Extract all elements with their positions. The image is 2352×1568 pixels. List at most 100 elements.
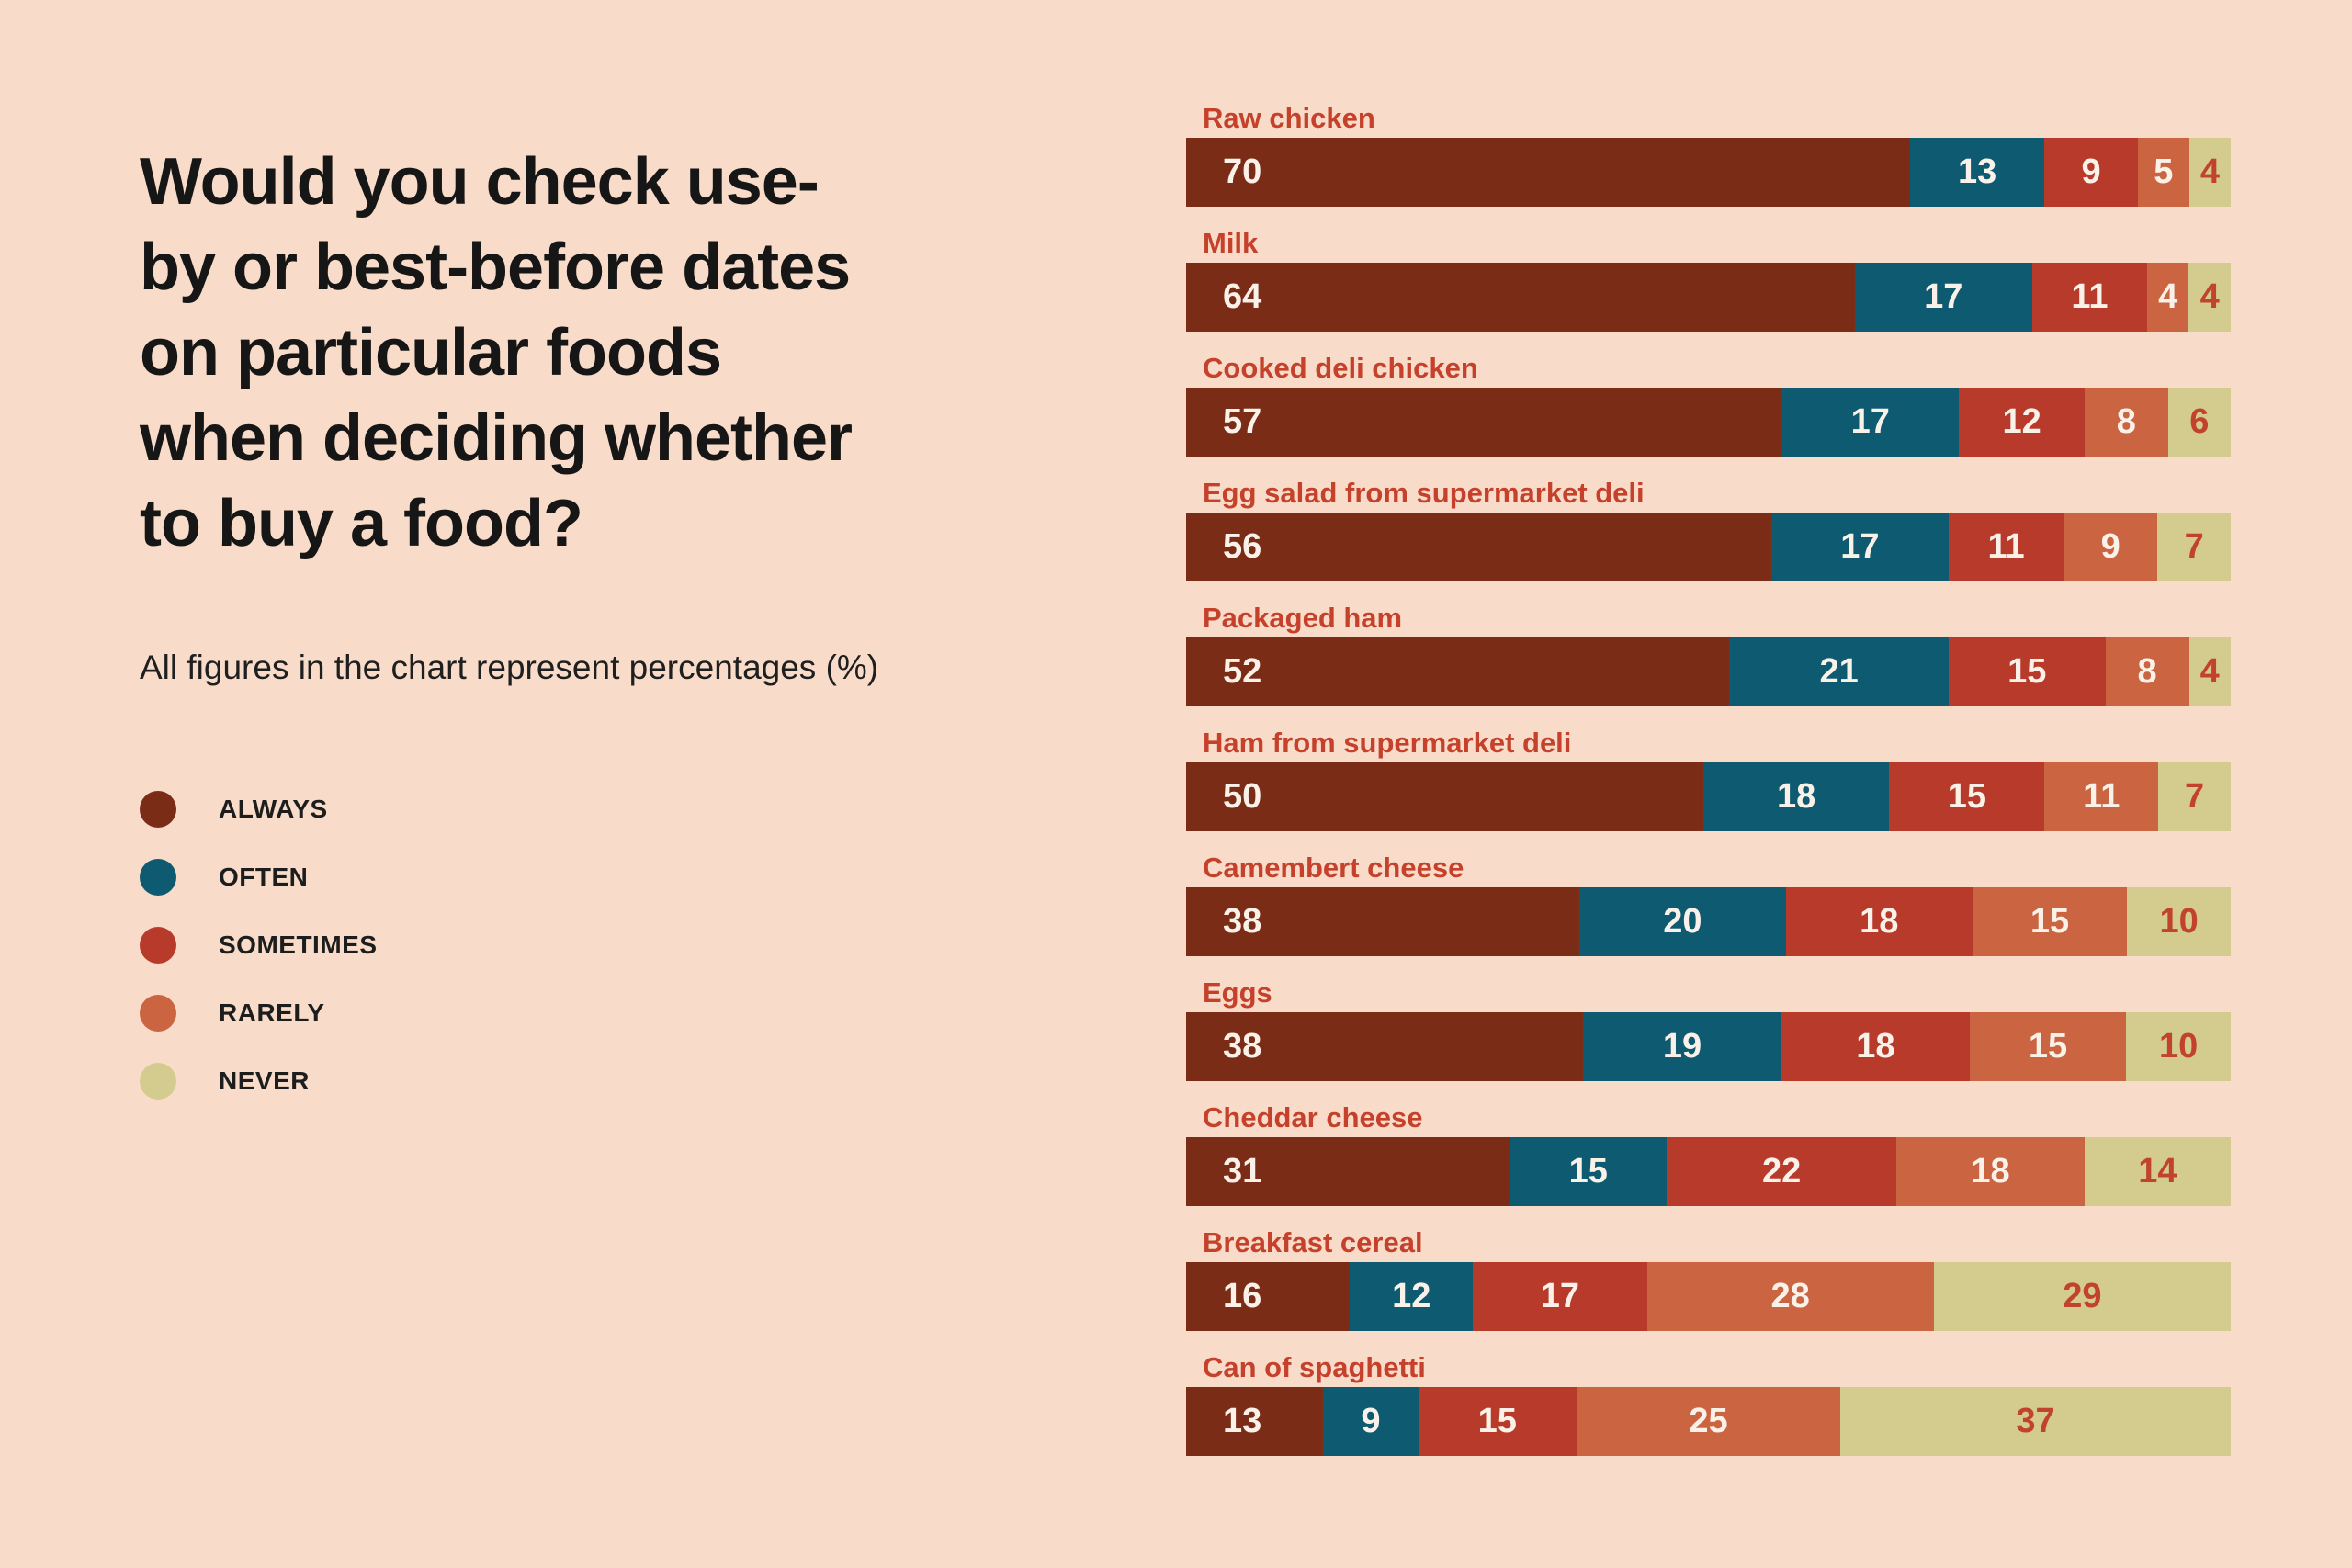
bar-segment-sometimes: 22 [1667, 1137, 1897, 1206]
chart-row: Breakfast cereal 16 12 17 28 29 [1186, 1227, 2231, 1331]
bar-segment-never: 29 [1933, 1262, 2231, 1331]
stacked-bar: 38 20 18 15 10 [1186, 887, 2231, 956]
bar-segment-always: 38 [1186, 887, 1579, 956]
chart-row: Egg salad from supermarket deli 56 17 11 9 7 [1186, 478, 2231, 581]
bar-segment-sometimes: 9 [2044, 138, 2138, 207]
bar-segment-sometimes: 17 [1473, 1262, 1647, 1331]
stacked-bar: 56 17 11 9 7 [1186, 513, 2231, 581]
bar-segment-often: 15 [1510, 1137, 1668, 1206]
bar-segment-often: 17 [1854, 263, 2032, 332]
legend-item-often: OFTEN [140, 859, 1169, 896]
chart-subtitle: All figures in the chart represent perce… [140, 649, 879, 686]
bar-segment-never: 10 [2127, 887, 2231, 956]
stacked-bar: 50 18 15 11 7 [1186, 762, 2231, 831]
always-swatch-icon [140, 791, 176, 828]
bar-segment-sometimes: 18 [1781, 1012, 1970, 1081]
rarely-swatch-icon [140, 995, 176, 1032]
bar-segment-often: 17 [1781, 388, 1960, 457]
bar-segment-never: 10 [2126, 1012, 2231, 1081]
bar-segment-often: 20 [1578, 887, 1786, 956]
bar-category-label: Packaged ham [1203, 602, 1403, 634]
sometimes-swatch-icon [140, 927, 176, 964]
bar-segment-never: 7 [2157, 513, 2231, 581]
bar-category-label: Can of spaghetti [1203, 1351, 1426, 1383]
bar-segment-always: 57 [1186, 388, 1782, 457]
chart-row: Can of spaghetti 13 9 15 25 37 [1186, 1352, 2231, 1456]
bar-segment-never: 14 [2084, 1137, 2231, 1206]
bar-segment-often: 21 [1729, 637, 1949, 706]
legend-label-sometimes: SOMETIMES [219, 931, 378, 959]
chart-question-title: Would you check use- by or best-before d… [140, 145, 853, 560]
chart-row: Milk 64 17 11 4 4 [1186, 228, 2231, 332]
chart: Raw chicken 70 13 9 5 4 Milk 64 17 11 4 4 Cooked del… [1186, 103, 2231, 1456]
chart-row: Ham from supermarket deli 50 18 15 11 7 [1186, 728, 2231, 831]
bar-segment-always: 56 [1186, 513, 1771, 581]
bar-segment-sometimes: 15 [1889, 762, 2045, 831]
bar-segment-rarely: 8 [2084, 388, 2168, 457]
legend-label-rarely: RARELY [219, 998, 325, 1027]
stacked-bar: 16 12 17 28 29 [1186, 1262, 2231, 1331]
legend-label-never: NEVER [219, 1066, 310, 1095]
chart-row: Eggs 38 19 18 15 10 [1186, 977, 2231, 1081]
stacked-bar: 31 15 22 18 14 [1186, 1137, 2231, 1206]
bar-segment-sometimes: 15 [1418, 1387, 1577, 1456]
bar-category-label: Cheddar cheese [1203, 1101, 1423, 1134]
stacked-bar: 64 17 11 4 4 [1186, 263, 2231, 332]
left-panel: Would you check use- by or best-before d… [140, 140, 1169, 1100]
bar-segment-sometimes: 18 [1785, 887, 1973, 956]
bar-segment-rarely: 25 [1576, 1387, 1841, 1456]
bar-segment-often: 19 [1583, 1012, 1782, 1081]
chart-row: Cheddar cheese 31 15 22 18 14 [1186, 1102, 2231, 1206]
bar-segment-never: 7 [2158, 762, 2231, 831]
bar-segment-often: 13 [1910, 138, 2045, 207]
bar-segment-rarely: 5 [2137, 138, 2189, 207]
bar-segment-sometimes: 15 [1949, 637, 2106, 706]
bar-category-label: Raw chicken [1203, 102, 1375, 134]
stacked-bar: 38 19 18 15 10 [1186, 1012, 2231, 1081]
bar-segment-sometimes: 11 [2031, 263, 2148, 332]
stacked-bar: 70 13 9 5 4 [1186, 138, 2231, 207]
bar-segment-rarely: 4 [2147, 263, 2189, 332]
bar-segment-always: 52 [1186, 637, 1730, 706]
chart-row: Cooked deli chicken 57 17 12 8 6 [1186, 353, 2231, 457]
stacked-bar: 57 17 12 8 6 [1186, 388, 2231, 457]
chart-row: Raw chicken 70 13 9 5 4 [1186, 103, 2231, 207]
bar-segment-never: 6 [2167, 388, 2231, 457]
bar-category-label: Breakfast cereal [1203, 1226, 1423, 1258]
bar-segment-always: 13 [1186, 1387, 1324, 1456]
often-swatch-icon [140, 859, 176, 896]
legend-item-never: NEVER [140, 1063, 1169, 1100]
bar-segment-rarely: 15 [1969, 1012, 2127, 1081]
bar-segment-rarely: 11 [2044, 762, 2159, 831]
bar-category-label: Ham from supermarket deli [1203, 727, 1572, 759]
bar-segment-rarely: 28 [1646, 1262, 1934, 1331]
never-swatch-icon [140, 1063, 176, 1100]
bar-category-label: Cooked deli chicken [1203, 352, 1478, 384]
chart-row: Packaged ham 52 21 15 8 4 [1186, 603, 2231, 706]
bar-segment-always: 38 [1186, 1012, 1584, 1081]
bar-segment-rarely: 8 [2105, 637, 2189, 706]
bar-segment-never: 37 [1840, 1387, 2231, 1456]
stacked-bar: 52 21 15 8 4 [1186, 637, 2231, 706]
bar-category-label: Egg salad from supermarket deli [1203, 477, 1645, 509]
bar-segment-always: 70 [1186, 138, 1911, 207]
bar-segment-often: 17 [1770, 513, 1949, 581]
stacked-bar: 13 9 15 25 37 [1186, 1387, 2231, 1456]
bar-segment-often: 9 [1323, 1387, 1419, 1456]
bar-segment-sometimes: 11 [1949, 513, 2064, 581]
bar-segment-never: 4 [2188, 138, 2231, 207]
chart-row: Camembert cheese 38 20 18 15 10 [1186, 852, 2231, 956]
legend-label-always: ALWAYS [219, 795, 328, 823]
bar-segment-always: 16 [1186, 1262, 1351, 1331]
bar-segment-often: 12 [1350, 1262, 1474, 1331]
legend-item-always: ALWAYS [140, 791, 1169, 828]
bar-segment-always: 50 [1186, 762, 1703, 831]
bar-category-label: Eggs [1203, 976, 1272, 1009]
legend-item-rarely: RARELY [140, 995, 1169, 1032]
bar-category-label: Milk [1203, 227, 1259, 259]
bar-segment-often: 18 [1702, 762, 1890, 831]
bar-segment-never: 4 [2188, 263, 2231, 332]
bar-segment-always: 31 [1186, 1137, 1510, 1206]
bar-segment-rarely: 18 [1896, 1137, 2085, 1206]
